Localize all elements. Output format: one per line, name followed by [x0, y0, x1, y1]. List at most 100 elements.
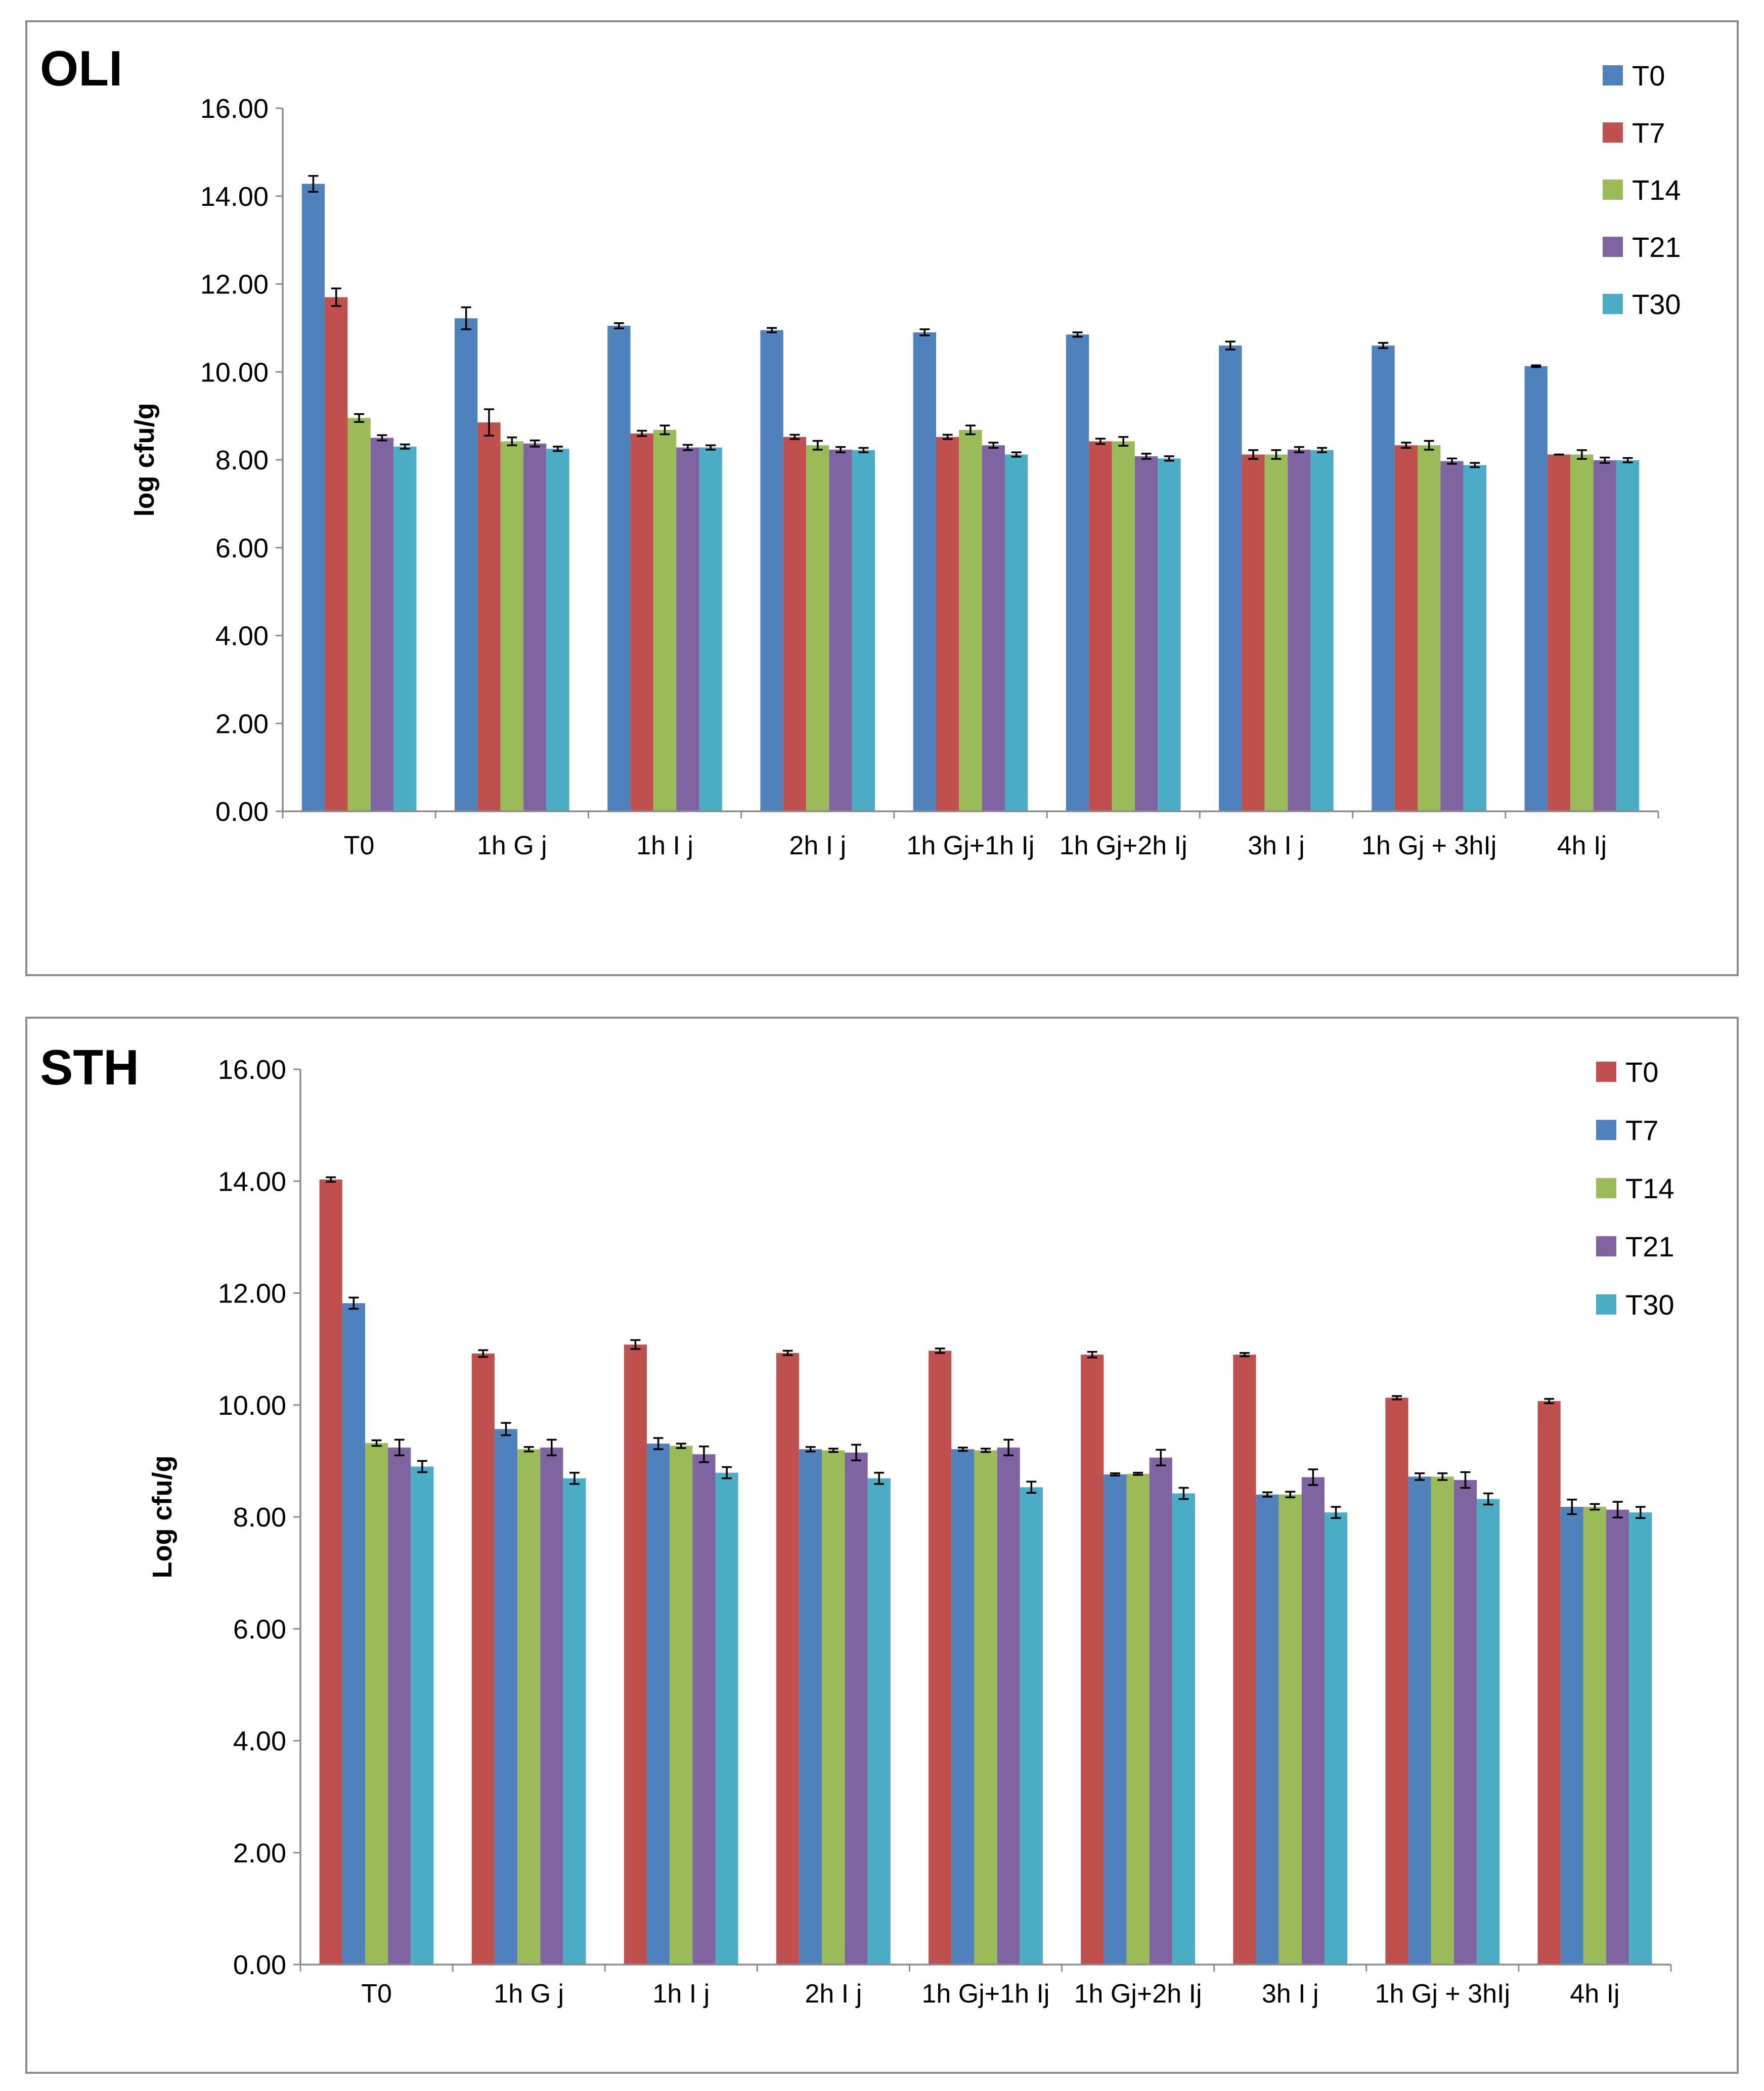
legend: T0 T7 T14 T21 T30 — [1596, 1056, 1674, 1321]
bar-t0-1h-gj-3hij — [1372, 345, 1395, 811]
bar-t0-1h-g-j — [471, 1353, 495, 1965]
bar-t30-1h-gj-3hij — [1477, 1499, 1500, 1965]
x-tick-label: 1h Gj+1h Ij — [907, 831, 1035, 860]
bar-t7-1h-gj-2h-ij — [1104, 1474, 1127, 1965]
bar-t7-1h-g-j — [477, 422, 501, 811]
legend-swatch-t7 — [1603, 122, 1623, 143]
bar-t30-1h-g-j — [563, 1478, 586, 1965]
bar-t7-1h-gj-1h-ij — [951, 1449, 975, 1965]
bar-t0-1h-gj-2h-ij — [1066, 334, 1089, 811]
bar-t21-1h-g-j — [523, 443, 547, 811]
y-tick-label: 10.00 — [218, 1390, 286, 1421]
bar-t14-1h-gj-2h-ij — [1112, 441, 1135, 811]
y-tick-label: 14.00 — [200, 182, 269, 212]
legend-label-t30: T30 — [1625, 1289, 1674, 1321]
bar-t0-4h-ij — [1524, 366, 1548, 811]
bar-t7-1h-i-j — [630, 433, 653, 811]
bar-t30-4h-ij — [1629, 1512, 1652, 1965]
bar-t21-3h-i-j — [1301, 1477, 1325, 1965]
bar-t30-t0 — [393, 446, 417, 811]
legend-swatch-t21 — [1596, 1236, 1616, 1256]
bar-t14-t0 — [365, 1443, 388, 1965]
sth-chart-panel: STH Log cfu/g 0.00 2.00 4.00 6.00 8.00 10.00 12.… — [25, 1017, 1739, 2074]
bar-t21-2h-i-j — [829, 450, 852, 811]
y-tick-label: 0.00 — [215, 797, 269, 827]
legend-swatch-t30 — [1603, 294, 1623, 314]
bar-t21-4h-ij — [1593, 460, 1616, 811]
x-tick-label: 2h I j — [805, 1979, 862, 2009]
bar-t30-3h-i-j — [1324, 1512, 1348, 1965]
bar-t30-1h-i-j — [715, 1472, 738, 1965]
bar-t7-t0 — [342, 1303, 365, 1965]
x-tick-label: 1h G j — [494, 1979, 564, 2009]
legend-swatch-t0 — [1603, 65, 1623, 85]
bar-t30-2h-i-j — [852, 450, 875, 811]
legend-label-t7: T7 — [1625, 1114, 1658, 1146]
bar-t7-1h-gj-1h-ij — [936, 437, 959, 811]
legend-label-t21: T21 — [1632, 231, 1681, 263]
bar-t21-1h-i-j — [676, 447, 699, 811]
bar-t30-1h-gj-1h-ij — [1005, 454, 1028, 811]
oli-chart-title: OLI — [40, 40, 122, 96]
legend: T0 T7 T14 T21 T30 — [1603, 60, 1681, 320]
y-tick-label: 2.00 — [233, 1838, 286, 1868]
bar-t30-1h-gj-3hij — [1463, 465, 1486, 811]
bar-t14-1h-g-j — [517, 1449, 541, 1965]
legend-label-t0: T0 — [1632, 60, 1665, 92]
bar-t0-2h-i-j — [776, 1353, 800, 1965]
bar-t0-4h-ij — [1537, 1401, 1561, 1965]
sth-chart-title: STH — [40, 1039, 139, 1095]
bar-t21-1h-g-j — [540, 1447, 563, 1965]
bar-t21-1h-gj-1h-ij — [997, 1447, 1020, 1965]
legend-label-t14: T14 — [1632, 174, 1681, 206]
bar-t21-1h-gj-2h-ij — [1149, 1457, 1172, 1965]
bar-t21-1h-gj-2h-ij — [1134, 456, 1158, 811]
bar-t0-t0 — [301, 184, 325, 811]
y-tick-label: 12.00 — [218, 1279, 286, 1309]
bar-t14-1h-i-j — [670, 1446, 693, 1965]
x-tick-label: 3h I j — [1248, 831, 1305, 860]
y-axis-title: Log cfu/g — [147, 1456, 178, 1579]
y-tick-label: 0.00 — [233, 1950, 286, 1980]
legend-swatch-t14 — [1596, 1178, 1616, 1198]
bar-t7-4h-ij — [1547, 454, 1571, 811]
x-tick-label: T0 — [361, 1979, 392, 2009]
bar-t7-3h-i-j — [1256, 1494, 1279, 1965]
bar-t0-1h-i-j — [624, 1344, 647, 1965]
bar-t14-3h-i-j — [1278, 1494, 1302, 1965]
bar-t7-2h-i-j — [783, 437, 807, 811]
bar-t30-3h-i-j — [1310, 450, 1334, 811]
bar-t21-4h-ij — [1606, 1509, 1629, 1965]
bar-t14-2h-i-j — [822, 1450, 845, 1965]
bar-t0-1h-gj-3hij — [1385, 1398, 1408, 1965]
bar-t30-1h-g-j — [546, 449, 569, 811]
legend-swatch-t30 — [1596, 1294, 1616, 1315]
legend-label-t21: T21 — [1625, 1231, 1674, 1262]
bar-t0-1h-i-j — [607, 326, 631, 811]
bar-t14-1h-gj-3hij — [1431, 1476, 1454, 1965]
bar-t0-1h-gj-2h-ij — [1081, 1355, 1104, 1965]
bar-t14-1h-g-j — [500, 441, 523, 811]
y-tick-label: 6.00 — [233, 1614, 286, 1644]
x-tick-label: 1h Gj+2h Ij — [1060, 831, 1187, 860]
bar-t30-4h-ij — [1616, 460, 1640, 811]
bar-t21-1h-i-j — [692, 1454, 716, 1965]
y-tick-label: 4.00 — [233, 1726, 286, 1757]
y-tick-label: 14.00 — [218, 1166, 286, 1197]
bar-t14-3h-i-j — [1264, 454, 1288, 811]
bar-t7-1h-g-j — [494, 1429, 518, 1965]
bar-t21-t0 — [388, 1447, 411, 1965]
legend-label-t7: T7 — [1632, 117, 1665, 149]
bar-t0-2h-i-j — [760, 330, 783, 811]
bar-t30-1h-gj-1h-ij — [1020, 1487, 1043, 1965]
x-tick-label: 1h I j — [636, 831, 693, 860]
bar-t30-1h-gj-2h-ij — [1158, 458, 1181, 811]
bar-t7-3h-i-j — [1242, 454, 1265, 811]
bar-t7-1h-gj-3hij — [1408, 1476, 1431, 1965]
y-tick-label: 16.00 — [200, 94, 269, 124]
legend-swatch-t14 — [1603, 180, 1623, 200]
legend-swatch-t0 — [1596, 1062, 1616, 1082]
bar-t0-3h-i-j — [1233, 1355, 1256, 1965]
legend-label-t30: T30 — [1632, 288, 1681, 320]
bar-t21-t0 — [370, 438, 394, 811]
